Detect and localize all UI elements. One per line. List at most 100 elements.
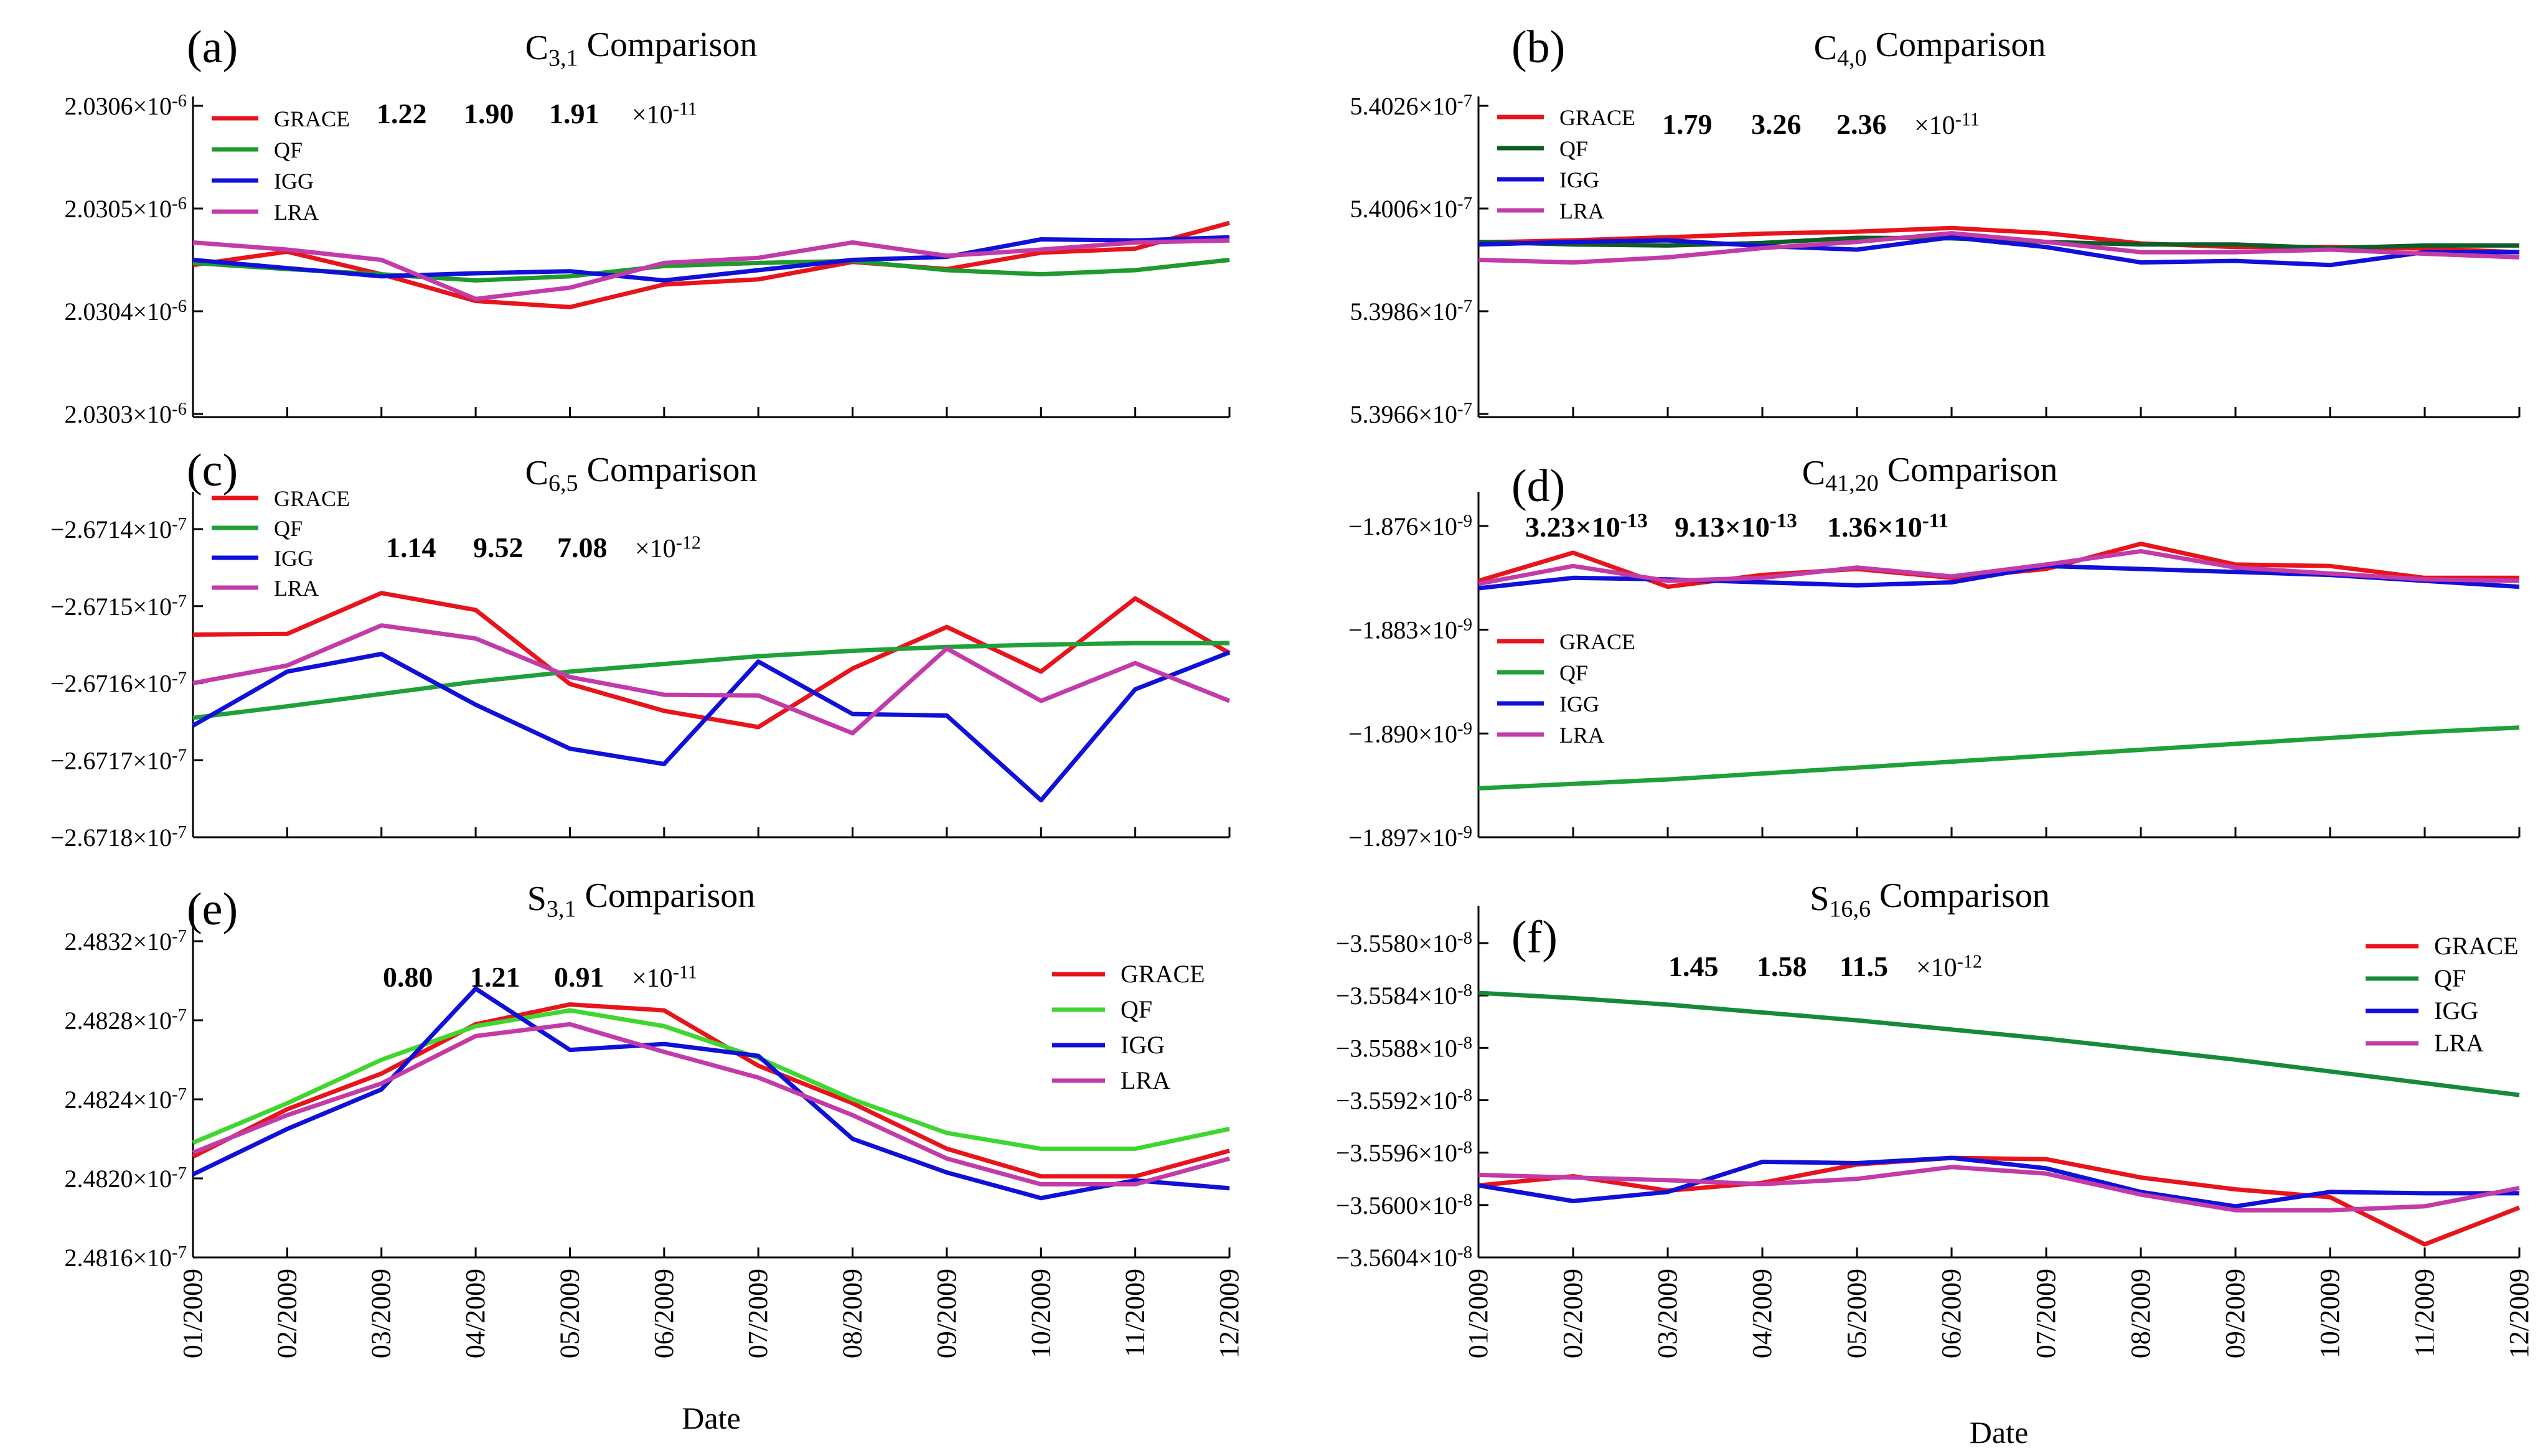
series-line-f-lra <box>1478 1165 2520 1213</box>
rms-value-d-1: 9.13×10-13 <box>1675 509 1797 543</box>
legend-label-e-lra: LRA <box>1121 1066 1170 1094</box>
x-tick-label-e-11: 12/2009 <box>1214 1269 1244 1358</box>
y-tick-label-b-0: 5.4026×10-7 <box>1350 91 1472 120</box>
panel-e: 2.4832×10-7 2.4828×10-7 2.4824×10-7 2.4820×… <box>64 876 1244 1435</box>
rms-value-b-0: 1.79 <box>1662 108 1713 140</box>
y-tick-label-b-3: 5.3966×10-7 <box>1350 399 1472 428</box>
series-line-c-igg <box>192 650 1231 803</box>
series-line-b-lra <box>1478 231 2520 265</box>
x-tick-label-f-6: 07/2009 <box>2031 1269 2061 1358</box>
series-line-e-grace <box>192 1002 1230 1179</box>
series-line-c-grace <box>192 591 1231 730</box>
y-tick-label-c-2: −2.6716×10-7 <box>50 669 187 698</box>
series-line-f-grace <box>1478 1155 2521 1247</box>
panel-label-d: (d) <box>1511 461 1565 512</box>
panel-d: −1.876×10-9 −1.883×10-9 −1.890×10-9 −1.897×… <box>1348 451 2521 852</box>
y-tick-label-f-0: −3.5580×10-8 <box>1336 928 1472 957</box>
y-tick-label-d-2: −1.890×10-9 <box>1348 718 1472 748</box>
series-line-c-qf <box>192 641 1229 720</box>
y-tick-label-e-4: 2.4816×10-7 <box>64 1242 187 1272</box>
y-tick-label-b-1: 5.4006×10-7 <box>1350 194 1472 223</box>
chart-title-f: S16,6 Comparison <box>1810 876 2050 923</box>
rms-value-b-1: 3.26 <box>1751 108 1802 140</box>
legend-label-f-lra: LRA <box>2434 1029 2484 1057</box>
rms-value-e-1: 1.21 <box>470 961 520 993</box>
panel-b: 5.4026×10-7 5.4006×10-7 5.3986×10-7 5.3966×… <box>1350 22 2521 428</box>
x-tick-label-f-3: 04/2009 <box>1747 1269 1777 1358</box>
legend-label-b-lra: LRA <box>1559 199 1604 223</box>
legend-label-f-igg: IGG <box>2434 997 2478 1025</box>
y-tick-label-f-3: −3.5592×10-8 <box>1336 1086 1472 1115</box>
y-tick-label-e-2: 2.4824×10-7 <box>64 1084 187 1114</box>
series-line-a-igg <box>192 235 1230 283</box>
y-tick-label-e-0: 2.4832×10-7 <box>64 926 187 956</box>
legend-label-c-igg: IGG <box>274 546 314 571</box>
panel-c: −2.6714×10-7 −2.6715×10-7 −2.6716×10-7 −2.6… <box>50 445 1231 852</box>
rms-value-a-2: 1.91 <box>549 98 599 129</box>
legend-label-c-qf: QF <box>274 516 303 541</box>
x-tick-label-f-11: 12/2009 <box>2504 1269 2534 1358</box>
rms-value-f-1: 1.58 <box>1757 951 1807 982</box>
y-tick-label-c-1: −2.6715×10-7 <box>50 591 187 621</box>
panel-f: −3.5580×10-8 −3.5584×10-8 −3.5588×10-8 −3.5… <box>1336 876 2534 1450</box>
legend-label-a-qf: QF <box>274 138 303 162</box>
series-line-e-qf <box>192 1008 1230 1151</box>
chart-title-d: C41,20 Comparison <box>1802 451 2058 497</box>
x-tick-label-e-10: 11/2009 <box>1120 1269 1150 1358</box>
x-tick-label-f-9: 10/2009 <box>2315 1269 2345 1358</box>
y-tick-label-f-5: −3.5600×10-8 <box>1336 1190 1472 1219</box>
x-tick-label-f-8: 09/2009 <box>2220 1269 2250 1358</box>
legend-label-b-igg: IGG <box>1559 167 1599 192</box>
rms-value-d-2: 1.36×10-11 <box>1827 509 1948 543</box>
chart-title-e: S3,1 Comparison <box>527 876 756 923</box>
y-tick-label-c-3: −2.6717×10-7 <box>50 745 187 774</box>
y-tick-label-a-3: 2.0303×10-6 <box>64 399 187 428</box>
rms-value-c-0: 1.14 <box>386 532 436 563</box>
y-tick-label-d-3: −1.897×10-9 <box>1348 822 1472 852</box>
rms-value-b-2: 2.36 <box>1836 108 1887 140</box>
series-line-e-igg <box>192 986 1230 1201</box>
panel-label-a: (a) <box>187 22 238 73</box>
x-axis-label-e: Date <box>682 1401 740 1435</box>
rms-value-d-0: 3.23×10-13 <box>1525 509 1648 543</box>
rms-value-c-1: 9.52 <box>473 532 524 563</box>
x-tick-label-e-3: 04/2009 <box>460 1269 491 1358</box>
y-tick-label-e-1: 2.4828×10-7 <box>64 1005 187 1035</box>
x-tick-label-e-5: 06/2009 <box>649 1269 679 1358</box>
x-tick-label-f-2: 03/2009 <box>1652 1269 1683 1358</box>
series-line-d-lra <box>1478 549 2520 586</box>
panel-label-c: (c) <box>187 445 238 496</box>
series-line-f-igg <box>1478 1155 2519 1209</box>
x-axis-label-f: Date <box>1970 1415 2028 1450</box>
x-tick-label-e-1: 02/2009 <box>271 1269 302 1358</box>
y-tick-label-f-6: −3.5604×10-8 <box>1336 1242 1472 1272</box>
legend-label-a-lra: LRA <box>274 200 319 225</box>
chart-title-c: C6,5 Comparison <box>525 451 758 497</box>
legend-label-d-igg: IGG <box>1559 692 1599 716</box>
y-tick-label-f-4: −3.5596×10-8 <box>1336 1138 1472 1167</box>
y-tick-label-f-1: −3.5584×10-8 <box>1336 980 1472 1010</box>
legend-label-f-grace: GRACE <box>2434 932 2519 960</box>
series-line-a-lra <box>192 238 1230 301</box>
legend-label-c-lra: LRA <box>274 576 319 601</box>
y-tick-label-a-2: 2.0304×10-6 <box>64 296 187 326</box>
series-line-f-qf <box>1478 990 2520 1097</box>
y-tick-label-b-2: 5.3986×10-7 <box>1350 296 1472 326</box>
x-tick-label-e-9: 10/2009 <box>1025 1269 1056 1358</box>
rms-scale-a: ×10-11 <box>632 98 697 129</box>
legend-label-e-igg: IGG <box>1121 1031 1165 1059</box>
legend-label-e-qf: QF <box>1121 995 1152 1023</box>
rms-value-a-0: 1.22 <box>377 98 427 129</box>
chart-title-a: C3,1 Comparison <box>525 26 758 72</box>
x-tick-label-e-4: 05/2009 <box>554 1269 585 1358</box>
series-line-c-lra <box>192 623 1231 736</box>
panel-label-e: (e) <box>187 884 238 935</box>
legend-label-b-qf: QF <box>1559 136 1588 161</box>
rms-value-c-2: 7.08 <box>557 532 608 563</box>
y-tick-label-c-4: −2.6718×10-7 <box>50 822 187 852</box>
y-tick-label-d-1: −1.883×10-9 <box>1348 615 1472 644</box>
rms-scale-f: ×10-12 <box>1916 951 1982 982</box>
panel-label-b: (b) <box>1511 22 1565 73</box>
y-tick-label-d-0: −1.876×10-9 <box>1348 511 1472 540</box>
